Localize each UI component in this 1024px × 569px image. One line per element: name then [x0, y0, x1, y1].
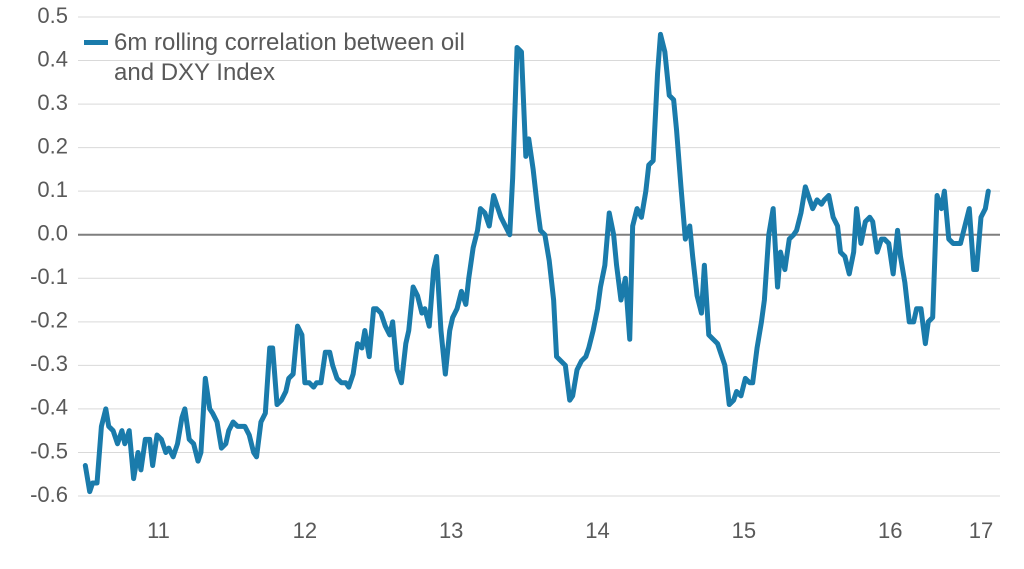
x-tick-label: 11 — [147, 518, 170, 543]
x-tick-label: 15 — [732, 518, 756, 543]
y-tick-label: -0.3 — [30, 351, 68, 376]
x-tick-label: 12 — [293, 518, 317, 543]
legend: 6m rolling correlation between oil and D… — [84, 28, 494, 88]
x-tick-label: 13 — [439, 518, 463, 543]
data-line — [82, 31, 991, 495]
y-tick-label: -0.5 — [30, 438, 68, 463]
x-tick-label: 16 — [878, 518, 902, 543]
legend-swatch — [84, 40, 108, 45]
y-tick-label: 0.4 — [37, 46, 68, 71]
y-tick-label: -0.1 — [30, 264, 68, 289]
y-tick-label: -0.2 — [30, 308, 68, 333]
y-tick-label: 0.5 — [37, 3, 68, 28]
y-tick-label: 0.1 — [37, 177, 68, 202]
y-tick-label: 0.2 — [37, 133, 68, 158]
y-tick-label: 0.3 — [37, 90, 68, 115]
legend-label: 6m rolling correlation between oil and D… — [114, 29, 465, 86]
y-tick-label: 0.0 — [37, 221, 68, 246]
x-tick-label: 17 — [969, 518, 993, 543]
y-tick-label: -0.4 — [30, 395, 68, 420]
y-tick-label: -0.6 — [30, 482, 68, 507]
x-tick-label: 14 — [585, 518, 609, 543]
